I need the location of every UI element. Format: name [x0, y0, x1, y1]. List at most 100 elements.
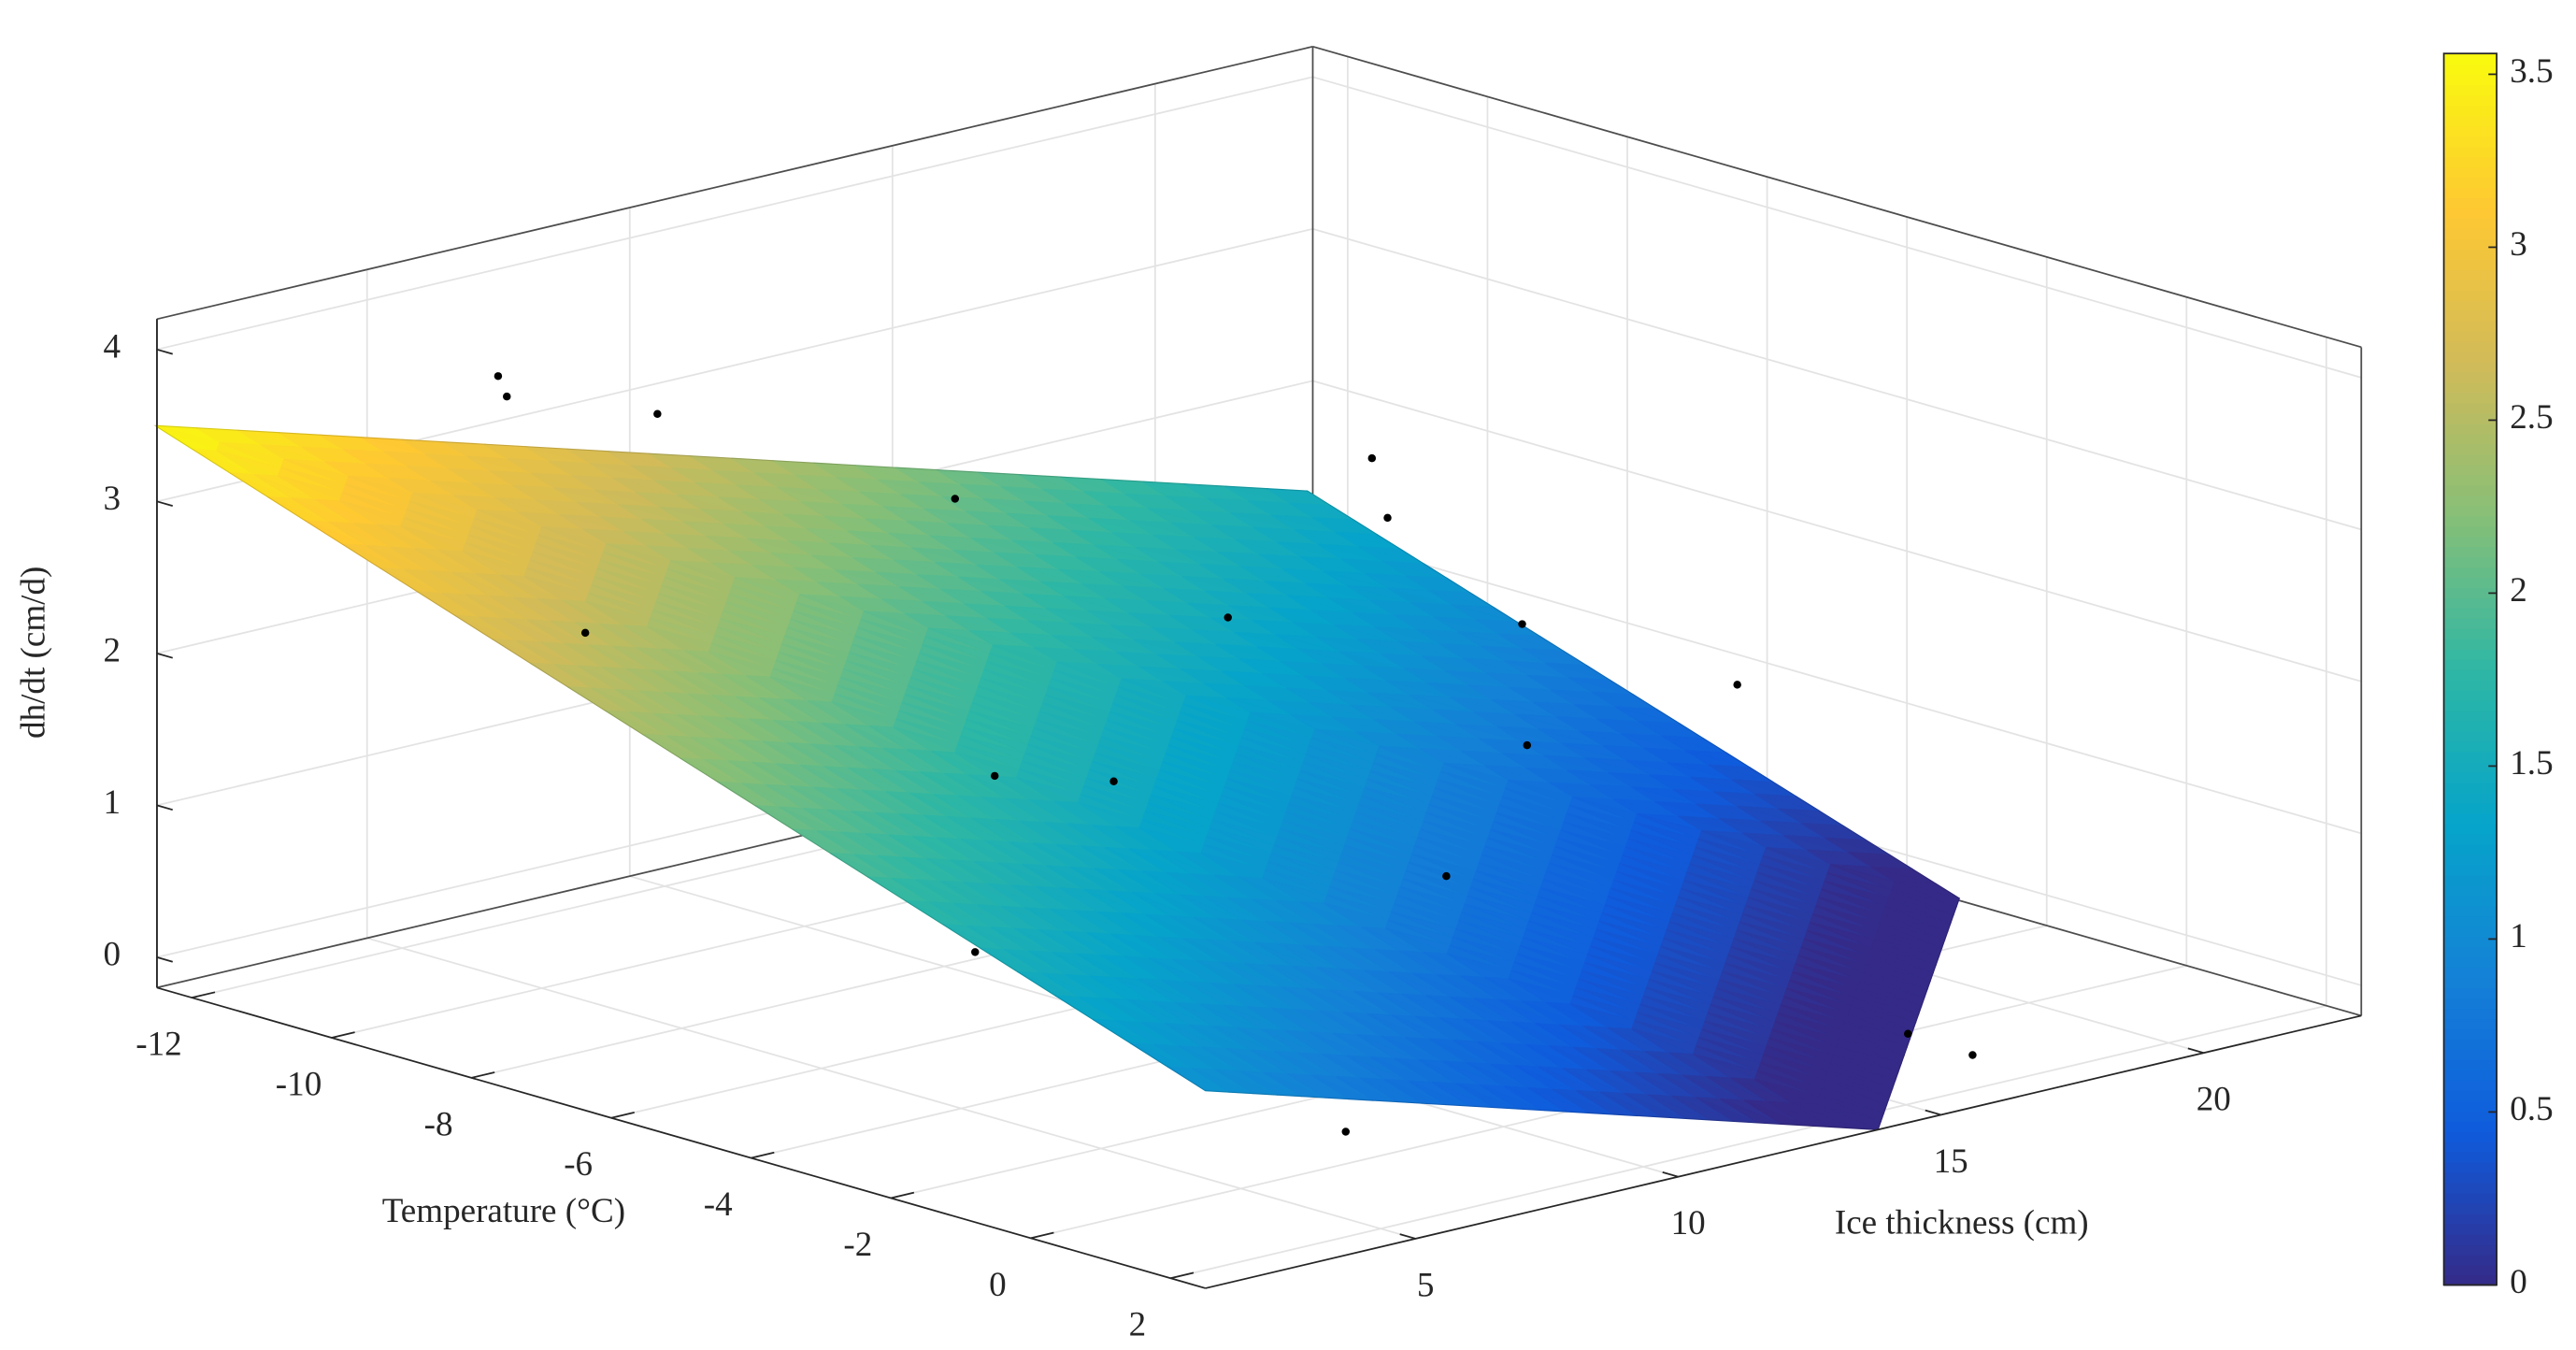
y-tick	[1925, 1109, 1941, 1116]
colorbar-swatch	[2443, 64, 2497, 76]
surface-facet	[1743, 1099, 1807, 1127]
grid-line	[156, 76, 1313, 351]
surface-outline	[152, 424, 1960, 1130]
colorbar-swatch	[2443, 710, 2497, 722]
colorbar-swatch	[2443, 1130, 2497, 1142]
z-tick	[156, 500, 173, 508]
colorbar-swatch	[2443, 567, 2497, 579]
colorbar-swatch	[2443, 638, 2497, 650]
surface-facet	[1428, 589, 1495, 609]
colorbar-swatch	[2443, 730, 2497, 742]
grid-line	[1312, 227, 2362, 531]
colorbar-swatch	[2443, 1243, 2497, 1256]
x-tick	[331, 1031, 355, 1039]
surface-facet	[1191, 1068, 1254, 1095]
colorbar-swatch	[2443, 926, 2497, 938]
z-tick	[156, 956, 173, 963]
colorbar-swatch	[2443, 802, 2497, 814]
colorbar-swatch	[2443, 1274, 2497, 1286]
surface-facet	[1851, 1004, 1917, 1032]
colorbar-swatch	[2443, 689, 2497, 701]
data-point	[990, 771, 999, 781]
surface-facet	[1671, 1095, 1735, 1123]
colorbar-swatch	[2443, 720, 2497, 732]
surface-facet	[1868, 955, 1935, 983]
surface-facet	[1167, 1066, 1230, 1093]
colorbar-swatch	[2443, 115, 2497, 127]
z-tick	[156, 348, 173, 355]
colorbar-swatch	[2443, 1233, 2497, 1245]
colorbar-swatch	[2443, 186, 2497, 198]
colorbar-swatch	[2443, 658, 2497, 670]
colorbar-swatch	[2443, 340, 2497, 352]
z-tick-label: 4	[103, 327, 121, 366]
colorbar-swatch	[2443, 309, 2497, 322]
colorbar-swatch	[2443, 146, 2497, 158]
surface-facet	[1827, 1070, 1894, 1098]
colorbar-swatch	[2443, 1048, 2497, 1060]
data-point	[494, 372, 503, 381]
surface-facet	[1731, 779, 1797, 797]
surface-facet	[1662, 735, 1727, 754]
surface-facet	[1845, 1021, 1911, 1048]
data-point	[1442, 871, 1451, 881]
surface-facet	[1853, 996, 1920, 1024]
colorbar-swatch	[2443, 648, 2497, 660]
surface-facet	[1336, 531, 1401, 551]
colorbar-swatch	[2443, 895, 2497, 907]
surface-facet	[1819, 1096, 1885, 1123]
x-tick	[890, 1191, 915, 1199]
colorbar-swatch	[2443, 443, 2497, 455]
colorbar-swatch	[2443, 289, 2497, 301]
colorbar-swatch	[2443, 1110, 2497, 1122]
grid-line	[366, 937, 1416, 1240]
data-point	[1224, 613, 1232, 622]
colorbar-swatch	[2443, 402, 2497, 414]
surface-facet	[1545, 662, 1610, 682]
colorbar-swatch	[2443, 751, 2497, 763]
surface-facet	[1359, 1077, 1423, 1104]
z-tick	[156, 653, 173, 659]
colorbar-tick-label: 3	[2510, 225, 2527, 264]
x-axis-title: Temperature (°C)	[382, 1192, 625, 1230]
colorbar-swatch	[2443, 53, 2497, 65]
data-point	[951, 495, 960, 503]
colorbar-swatch	[2443, 330, 2497, 342]
surface-facet	[1882, 913, 1949, 941]
z-axis-title: dh/dt (cm/d)	[14, 567, 52, 739]
surface-facet	[1576, 1089, 1639, 1117]
colorbar-swatch	[2443, 1182, 2497, 1194]
data-point	[1109, 777, 1118, 785]
colorbar-swatch	[2443, 1069, 2497, 1081]
surface-facet	[1599, 1091, 1663, 1118]
colorbar-swatch	[2443, 1151, 2497, 1163]
colorbar-swatch	[2443, 761, 2497, 773]
surface-facet	[1836, 1045, 1902, 1073]
colorbar-swatch	[2443, 587, 2497, 599]
surface-facet	[1455, 1083, 1518, 1110]
surface-facet	[1452, 604, 1518, 623]
colorbar-swatch	[2443, 125, 2497, 137]
colorbar-swatch	[2443, 936, 2497, 948]
x-tick-label: -10	[276, 1066, 322, 1104]
surface-facet	[1877, 930, 1943, 957]
colorbar-swatch	[2443, 94, 2497, 107]
colorbar-swatch	[2443, 351, 2497, 363]
surface-facet	[1312, 517, 1378, 536]
x-tick-label: -2	[843, 1226, 872, 1264]
surface-facet	[1696, 1097, 1758, 1124]
x-tick	[751, 1151, 775, 1159]
colorbar-swatch	[2443, 525, 2497, 538]
colorbar-swatch	[2443, 474, 2497, 486]
colorbar-swatch	[2443, 1058, 2497, 1070]
surface-facet	[1480, 1084, 1542, 1112]
colorbar-swatch	[2443, 987, 2497, 999]
colorbar-tick-label: 3.5	[2510, 52, 2553, 91]
colorbar-swatch	[2443, 268, 2497, 280]
surface-facet	[1848, 852, 1913, 870]
colorbar-swatch	[2443, 165, 2497, 179]
data-point	[580, 628, 590, 638]
colorbar-swatch	[2443, 823, 2497, 835]
data-point	[1383, 513, 1392, 523]
